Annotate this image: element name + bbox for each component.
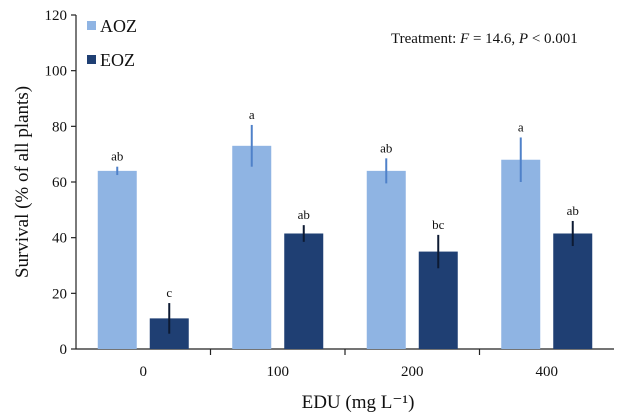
x-tick-label: 400	[536, 364, 559, 380]
significance-letter: ab	[380, 140, 392, 155]
significance-letter: a	[518, 119, 524, 134]
legend: AOZ EOZ	[87, 16, 137, 70]
legend-label-aoz: AOZ	[100, 16, 137, 36]
significance-letter: ab	[111, 149, 123, 164]
y-tick-label: 120	[45, 8, 68, 24]
legend-swatch-eoz	[87, 55, 96, 64]
bars	[97, 124, 593, 349]
legend-label-eoz: EOZ	[100, 50, 135, 70]
bar-aoz	[97, 170, 137, 349]
y-tick-label: 0	[60, 342, 68, 358]
significance-letter: c	[166, 285, 172, 300]
stats-prefix: Treatment:	[391, 31, 460, 47]
significance-letter: a	[249, 107, 255, 122]
x-tick-label: 200	[401, 364, 424, 380]
bar-aoz	[501, 159, 541, 349]
y-tick-label: 20	[52, 286, 67, 302]
significance-letter: ab	[298, 207, 310, 222]
y-tick-label: 40	[52, 231, 67, 247]
stats-f-symbol: F	[459, 31, 470, 47]
labels: 0 ab c 100 a ab 200 ab bc 400 a ab	[111, 107, 579, 380]
stats-annotation: Treatment: F = 14.6, P < 0.001	[391, 31, 578, 47]
y-tick-label: 100	[45, 64, 68, 80]
legend-swatch-aoz	[87, 21, 96, 30]
y-axis-label: Survival (% of all plants)	[12, 86, 33, 278]
y-tick-label: 80	[52, 119, 67, 135]
x-axis-label: EDU (mg L⁻¹)	[302, 392, 415, 413]
bar-aoz	[232, 145, 272, 349]
stats-p-symbol: P	[518, 31, 528, 47]
bar-eoz	[284, 233, 324, 349]
significance-letter: ab	[567, 203, 579, 218]
bar-aoz	[366, 170, 406, 349]
x-tick-label: 0	[140, 364, 148, 380]
significance-letter: bc	[432, 217, 445, 232]
x-tick-label: 100	[267, 364, 290, 380]
y-tick-label: 60	[52, 175, 67, 191]
bar-eoz	[553, 233, 593, 349]
stats-p-value: < 0.001	[528, 31, 578, 47]
stats-f-value: = 14.6,	[469, 31, 519, 47]
